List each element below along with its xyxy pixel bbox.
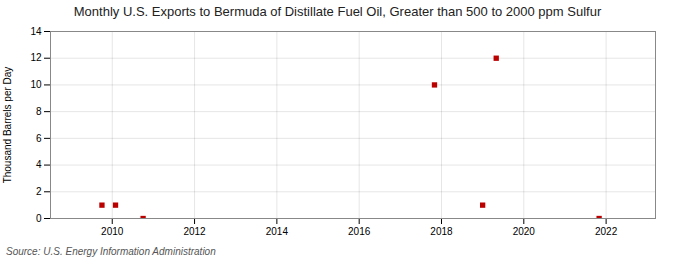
svg-text:2018: 2018 — [430, 226, 453, 237]
svg-text:12: 12 — [30, 52, 42, 63]
svg-text:8: 8 — [36, 106, 42, 117]
svg-text:2014: 2014 — [266, 226, 289, 237]
svg-text:Thousand Barrels per Day: Thousand Barrels per Day — [2, 67, 13, 184]
html-text:Monthly U.S. Exports to Bermud: Monthly U.S. Exports to Bermuda of Disti… — [73, 4, 602, 19]
svg-text:2: 2 — [36, 186, 42, 197]
svg-text:2020: 2020 — [513, 226, 536, 237]
svg-text:2012: 2012 — [183, 226, 206, 237]
svg-text:2010: 2010 — [101, 226, 124, 237]
svg-text:2022: 2022 — [595, 226, 618, 237]
svg-text:6: 6 — [36, 133, 42, 144]
svg-text:0: 0 — [36, 213, 42, 224]
html-text:Source: U.S. Energy Informatio: Source: U.S. Energy Information Administ… — [6, 246, 216, 257]
svg-text:10: 10 — [30, 79, 42, 90]
svg-text:2016: 2016 — [348, 226, 371, 237]
svg-text:14: 14 — [30, 26, 42, 37]
svg-text:4: 4 — [36, 159, 42, 170]
